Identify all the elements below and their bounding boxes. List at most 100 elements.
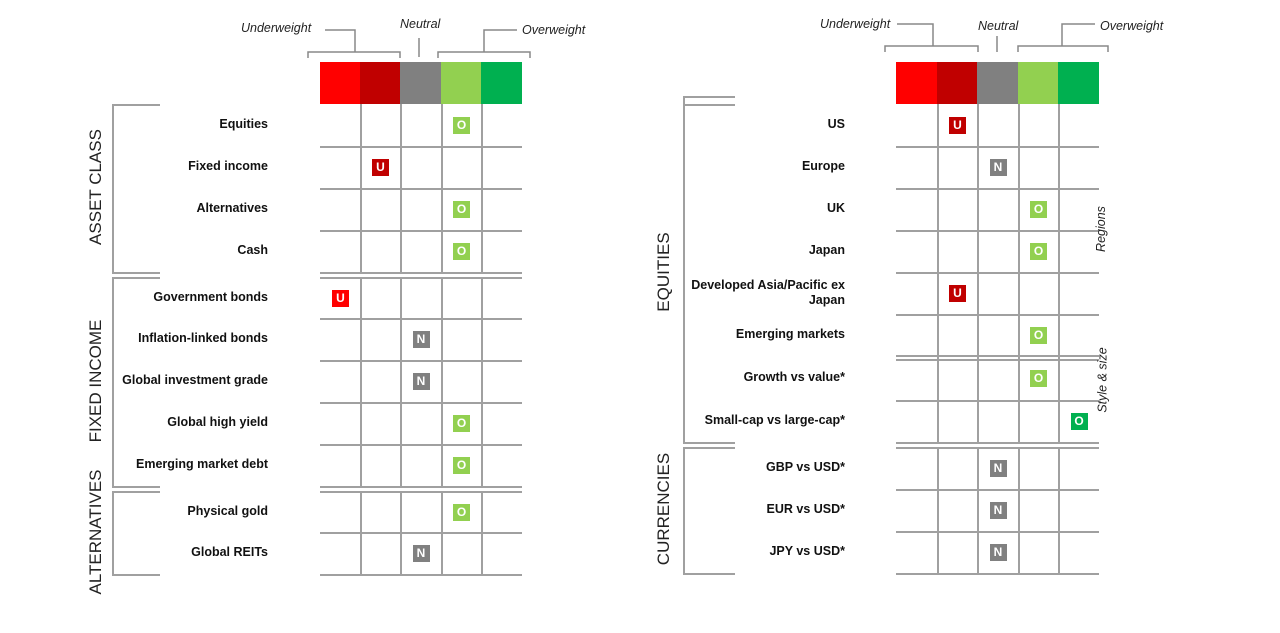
scale-swatch <box>896 62 937 104</box>
group-bracket-bottom <box>112 272 160 274</box>
scale-swatch <box>400 62 441 104</box>
underweight-label: Underweight <box>241 21 312 35</box>
group-bracket-top <box>683 104 735 106</box>
grid-line <box>441 104 443 272</box>
grid-line <box>320 272 522 274</box>
grid-line <box>896 188 1099 190</box>
group-bracket <box>683 104 685 442</box>
grid-line <box>320 277 522 279</box>
row-label: Emerging markets <box>735 326 845 341</box>
grid-line <box>896 146 1099 148</box>
grid-line <box>360 491 362 574</box>
grid-line <box>320 486 522 488</box>
overweight-label-right: Overweight <box>1100 19 1164 33</box>
grid-line <box>320 574 522 576</box>
rating-marker: O <box>453 117 470 134</box>
grid-line <box>320 318 522 320</box>
rating-marker: O <box>453 415 470 432</box>
grid-line <box>1018 447 1020 573</box>
group-bracket-top <box>683 96 735 98</box>
group-bracket-bottom <box>112 574 160 576</box>
row-label: Europe <box>801 159 845 173</box>
group-bracket-top <box>112 104 160 106</box>
grid-line <box>937 447 939 573</box>
scale-swatch <box>320 62 360 104</box>
group-bracket <box>683 447 685 573</box>
scale-swatch <box>977 62 1018 104</box>
group-bracket-top <box>112 491 160 493</box>
group-label: ALTERNATIVES <box>86 469 105 595</box>
row-label: Cash <box>237 243 268 257</box>
rating-marker: O <box>453 201 470 218</box>
grid-line <box>360 104 362 272</box>
rating-marker: N <box>412 373 430 390</box>
grid-line <box>896 400 1099 402</box>
row-label: Developed Asia/Pacific ex Japan <box>691 278 845 307</box>
row-label: EUR vs USD* <box>766 502 846 516</box>
row-label: US <box>827 117 845 131</box>
row-label: Small-cap vs large-cap* <box>704 413 845 427</box>
grid-line <box>1058 104 1060 442</box>
grid-line <box>481 491 483 574</box>
grid-line <box>320 188 522 190</box>
grid-line <box>320 230 522 232</box>
group-bracket <box>112 277 114 486</box>
row-label: Inflation-linked bonds <box>138 331 268 345</box>
row-label: Government bonds <box>153 289 268 304</box>
row-label: Growth vs value* <box>743 369 845 384</box>
grid-line <box>441 491 443 574</box>
scale-swatch <box>441 62 481 104</box>
grid-line <box>360 277 362 486</box>
row-label: Fixed income <box>188 159 268 173</box>
group-bracket-top <box>683 447 735 449</box>
rating-marker: U <box>949 285 966 302</box>
grid-line <box>320 146 522 148</box>
underweight-label-right: Underweight <box>820 17 891 31</box>
row-label: JPY vs USD* <box>769 544 845 558</box>
rating-marker: O <box>1030 201 1047 218</box>
row-label: Global high yield <box>167 415 268 429</box>
grid-line <box>896 447 1099 449</box>
rating-marker: N <box>989 502 1007 519</box>
overweight-label: Overweight <box>522 23 586 37</box>
grid-line <box>896 355 1099 357</box>
grid-line <box>896 442 1099 444</box>
grid-line <box>320 532 522 534</box>
subgroup-label: Style & size <box>1095 347 1110 413</box>
grid-line <box>896 531 1099 533</box>
row-label: UK <box>826 201 845 215</box>
group-bracket <box>683 96 685 106</box>
grid-line <box>937 104 939 442</box>
grid-line <box>1058 447 1060 573</box>
rating-marker: O <box>1070 413 1088 430</box>
grid-line <box>896 230 1099 232</box>
neutral-label: Neutral <box>400 17 441 31</box>
group-bracket-bottom <box>683 442 735 444</box>
neutral-label-right: Neutral <box>978 19 1019 33</box>
grid-line <box>400 104 402 272</box>
row-label: GBP vs USD* <box>766 460 845 474</box>
rating-marker: U <box>332 289 349 307</box>
grid-line <box>320 491 522 493</box>
row-label: Emerging market debt <box>136 457 268 471</box>
grid-line <box>481 277 483 486</box>
group-bracket <box>112 491 114 574</box>
rating-marker: U <box>372 159 389 176</box>
grid-line <box>320 444 522 446</box>
grid-line <box>896 573 1099 575</box>
grid-line <box>481 104 483 272</box>
grid-line <box>400 491 402 574</box>
row-label: Japan <box>808 243 845 257</box>
rating-marker: O <box>453 243 470 260</box>
grid-line <box>977 447 979 573</box>
row-label: Global investment grade <box>122 373 268 387</box>
rating-marker: U <box>949 117 966 134</box>
grid-line <box>896 489 1099 491</box>
group-bracket-bottom <box>683 573 735 575</box>
grid-line <box>896 314 1099 316</box>
grid-line <box>400 277 402 486</box>
rating-marker: N <box>412 545 430 562</box>
row-label: Global REITs <box>191 545 268 559</box>
group-bracket <box>112 104 114 272</box>
